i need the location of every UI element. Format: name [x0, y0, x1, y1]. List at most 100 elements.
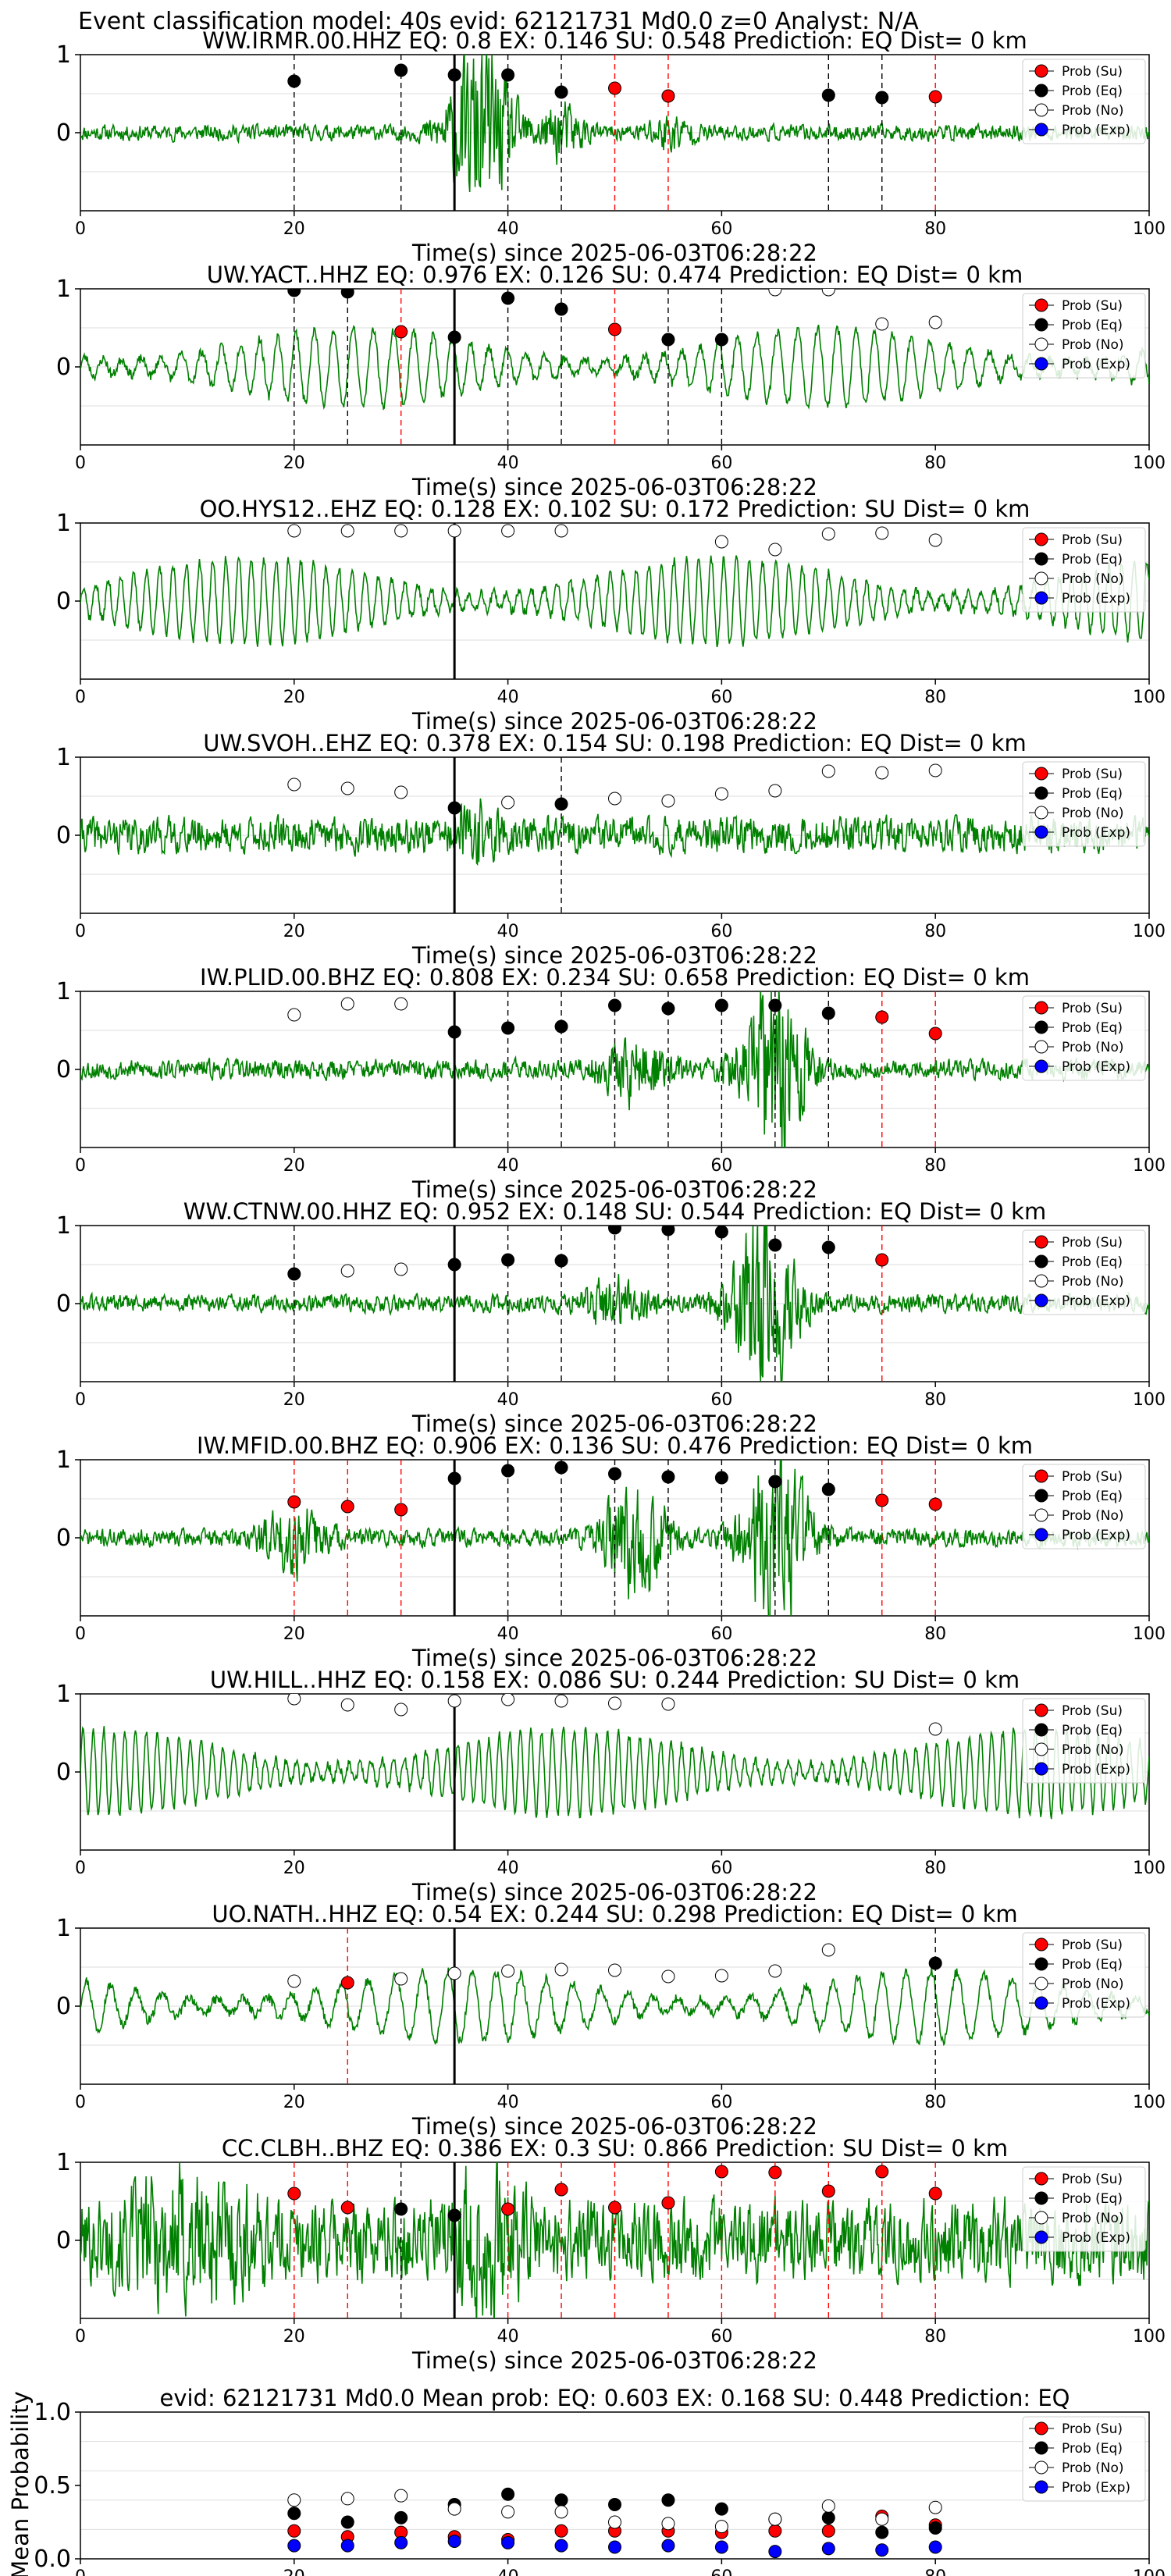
y-tick-label: 1	[56, 510, 71, 537]
prob-marker-no	[928, 763, 942, 777]
prob-marker-eq	[501, 291, 515, 305]
x-tick-label: 40	[497, 2327, 519, 2347]
legend-label-su: Prob (Su)	[1062, 1703, 1123, 1719]
panel-5: IW.PLID.00.BHZ EQ: 0.808 EX: 0.234 SU: 0…	[56, 964, 1166, 1203]
mean-prob-marker-no	[554, 2505, 568, 2519]
prob-marker-eq	[447, 1471, 461, 1485]
x-tick-label: 0	[75, 219, 86, 239]
legend-label-eq: Prob (Eq)	[1062, 1723, 1123, 1738]
waveform-trace	[80, 2162, 1149, 2318]
prob-marker-su	[821, 2184, 835, 2198]
plot-area	[80, 991, 1149, 1147]
x-tick-label: 80	[924, 688, 946, 707]
mean-prob-marker-exp	[340, 2539, 354, 2553]
legend-marker-exp	[1034, 2480, 1048, 2494]
y-tick-label: 0.0	[34, 2546, 71, 2573]
panel-title: evid: 62121731 Md0.0 Mean prob: EQ: 0.60…	[160, 2385, 1070, 2411]
x-tick-label: 60	[710, 1859, 732, 1878]
legend-marker-exp	[1034, 1293, 1048, 1308]
legend-marker-eq	[1034, 552, 1048, 566]
legend-box	[1022, 527, 1146, 613]
x-axis-label: Time(s) since 2025-06-03T06:28:22	[411, 2113, 817, 2140]
mean-prob-marker-eq	[554, 2493, 568, 2507]
legend-marker-no	[1034, 2460, 1048, 2475]
y-tick-label: 1	[56, 1681, 71, 1708]
mean-prob-marker-exp	[608, 2540, 621, 2554]
x-tick-label: 0	[75, 1624, 86, 1644]
waveform-trace	[80, 1726, 1149, 1820]
waveform-trace	[80, 798, 1149, 866]
prob-marker-su	[394, 325, 408, 339]
legend-marker-no	[1034, 2211, 1048, 2225]
x-tick-label: 40	[497, 454, 519, 473]
prob-marker-eq	[501, 1464, 515, 1478]
legend-marker-su	[1034, 1235, 1048, 1249]
mean-prob-marker-exp	[447, 2534, 461, 2548]
prob-marker-eq	[661, 1002, 675, 1016]
mean-prob-marker-exp	[875, 2543, 889, 2557]
legend-marker-su	[1034, 1703, 1048, 1717]
mean-prob-marker-no	[714, 2520, 728, 2534]
legend-marker-exp	[1034, 357, 1048, 371]
prob-marker-eq	[821, 88, 835, 102]
x-tick-label: 60	[710, 922, 732, 941]
y-tick-label: 1	[56, 744, 71, 771]
legend-marker-eq	[1034, 1489, 1048, 1503]
prob-marker-no	[875, 317, 889, 331]
legend-label-eq: Prob (Eq)	[1062, 1254, 1123, 1270]
x-tick-label: 20	[283, 1624, 305, 1644]
prob-marker-su	[661, 2196, 675, 2210]
panel-title: UW.YACT..HHZ EQ: 0.976 EX: 0.126 SU: 0.4…	[207, 262, 1023, 288]
prob-marker-su	[608, 81, 621, 95]
x-tick-label: 20	[283, 2327, 305, 2347]
legend-marker-eq	[1034, 1723, 1048, 1737]
y-tick-label: 1	[56, 1446, 71, 1474]
legend-box	[1022, 59, 1146, 144]
prob-marker-no	[501, 1964, 515, 1978]
waveform-trace	[80, 1967, 1149, 2047]
x-tick-label: 100	[1133, 1624, 1166, 1644]
legend-label-exp: Prob (Exp)	[1062, 1528, 1130, 1543]
legend-marker-no	[1034, 1040, 1048, 1054]
legend-label-exp: Prob (Exp)	[1062, 591, 1130, 607]
prob-marker-su	[501, 2202, 515, 2216]
x-tick-label: 0	[75, 454, 86, 473]
mean-prob-marker-su	[821, 2524, 835, 2538]
x-tick-label: 80	[924, 2567, 946, 2576]
legend-marker-eq	[1034, 1020, 1048, 1034]
legend-box	[1022, 761, 1146, 847]
prob-marker-su	[661, 89, 675, 103]
plot-area	[80, 523, 1149, 679]
prob-marker-no	[875, 766, 889, 780]
x-tick-label: 80	[924, 1624, 946, 1644]
x-tick-label: 0	[75, 1859, 86, 1878]
legend-label-su: Prob (Su)	[1062, 1235, 1123, 1251]
legend-label-eq: Prob (Eq)	[1062, 1489, 1123, 1504]
panel-1: WW.IRMR.00.HHZ EQ: 0.8 EX: 0.146 SU: 0.5…	[56, 27, 1166, 266]
prob-marker-su	[608, 2201, 621, 2215]
mean-prob-marker-no	[928, 2500, 942, 2514]
prob-marker-eq	[447, 801, 461, 815]
legend-label-no: Prob (No)	[1062, 337, 1124, 353]
prob-marker-eq	[928, 1956, 942, 1970]
x-tick-label: 100	[1133, 1156, 1166, 1176]
prob-marker-eq	[608, 1467, 621, 1481]
y-tick-label: 0	[56, 822, 71, 849]
legend-label-exp: Prob (Exp)	[1062, 1762, 1130, 1777]
prob-marker-eq	[661, 333, 675, 347]
x-tick-label: 0	[75, 688, 86, 707]
y-tick-label: 0	[56, 1759, 71, 1786]
mean-prob-marker-eq	[661, 2493, 675, 2507]
x-tick-label: 0	[75, 2567, 86, 2576]
x-tick-label: 100	[1133, 2567, 1166, 2576]
panel-title: UW.HILL..HHZ EQ: 0.158 EX: 0.086 SU: 0.2…	[210, 1667, 1020, 1693]
prob-marker-no	[554, 1962, 568, 1976]
plot-area	[80, 757, 1149, 913]
y-tick-label: 1	[56, 2149, 71, 2176]
plot-area	[287, 2487, 942, 2559]
x-tick-label: 40	[497, 688, 519, 707]
y-tick-label: 0	[56, 1290, 71, 1318]
prob-marker-no	[714, 787, 728, 801]
legend-marker-exp	[1034, 123, 1048, 137]
x-tick-label: 80	[924, 2327, 946, 2347]
